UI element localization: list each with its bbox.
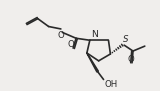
Text: O: O: [68, 40, 75, 49]
Text: S: S: [123, 35, 128, 44]
Text: O: O: [58, 31, 65, 40]
Text: N: N: [91, 30, 98, 39]
Polygon shape: [87, 53, 98, 72]
Text: OH: OH: [104, 80, 118, 89]
Text: O: O: [128, 55, 134, 64]
